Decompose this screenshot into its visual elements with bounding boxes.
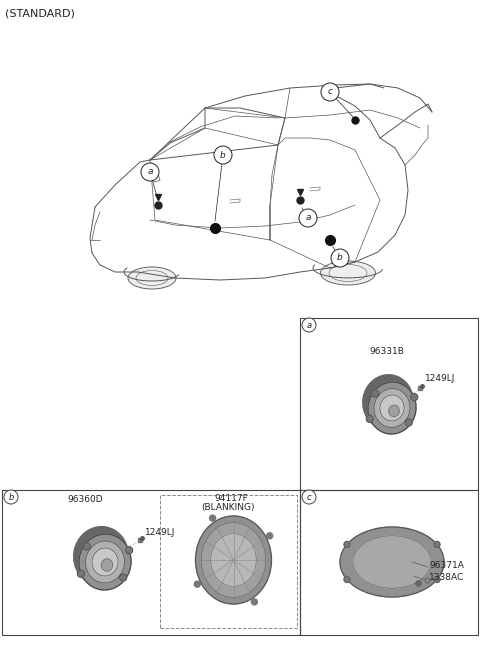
- Ellipse shape: [79, 534, 131, 590]
- Text: a: a: [305, 214, 311, 223]
- Ellipse shape: [73, 527, 128, 585]
- Circle shape: [120, 574, 127, 581]
- Ellipse shape: [128, 267, 176, 289]
- Text: 96331B: 96331B: [370, 347, 405, 356]
- Text: 1249LJ: 1249LJ: [145, 528, 175, 537]
- Ellipse shape: [380, 395, 404, 421]
- Ellipse shape: [85, 541, 124, 583]
- Circle shape: [302, 490, 316, 504]
- Text: 1249LJ: 1249LJ: [425, 374, 456, 383]
- Ellipse shape: [389, 405, 399, 417]
- Circle shape: [344, 576, 350, 583]
- Circle shape: [126, 547, 132, 554]
- Circle shape: [344, 541, 350, 547]
- Ellipse shape: [321, 261, 375, 285]
- Text: a: a: [306, 321, 312, 330]
- Text: b: b: [220, 150, 226, 160]
- Circle shape: [299, 209, 317, 227]
- Circle shape: [302, 318, 316, 332]
- Ellipse shape: [211, 533, 256, 587]
- Text: a: a: [147, 168, 153, 177]
- Circle shape: [210, 515, 216, 521]
- Circle shape: [84, 543, 90, 550]
- Text: 96371A: 96371A: [429, 560, 464, 570]
- Circle shape: [214, 146, 232, 164]
- Circle shape: [4, 490, 18, 504]
- Ellipse shape: [374, 388, 410, 428]
- Bar: [300, 490, 478, 635]
- Circle shape: [267, 533, 273, 539]
- Ellipse shape: [201, 522, 266, 597]
- Text: c: c: [307, 493, 312, 501]
- Ellipse shape: [353, 535, 431, 588]
- Circle shape: [405, 419, 412, 426]
- Ellipse shape: [92, 548, 118, 576]
- Text: 94117F: 94117F: [215, 494, 248, 503]
- Ellipse shape: [340, 527, 444, 597]
- Circle shape: [434, 541, 440, 547]
- Circle shape: [434, 576, 440, 583]
- Text: b: b: [8, 493, 14, 501]
- Circle shape: [77, 570, 84, 578]
- Bar: [300, 318, 478, 490]
- Text: c: c: [327, 87, 333, 97]
- Ellipse shape: [101, 559, 113, 571]
- Text: b: b: [337, 254, 343, 263]
- Circle shape: [321, 83, 339, 101]
- Text: (STANDARD): (STANDARD): [5, 8, 75, 18]
- Ellipse shape: [195, 516, 272, 604]
- Circle shape: [411, 394, 418, 401]
- Text: 96360D: 96360D: [67, 495, 103, 504]
- Bar: [2, 490, 300, 635]
- Text: 1338AC: 1338AC: [429, 574, 464, 583]
- Circle shape: [141, 163, 159, 181]
- Circle shape: [366, 415, 373, 422]
- Circle shape: [194, 581, 200, 587]
- Circle shape: [252, 599, 257, 605]
- Ellipse shape: [368, 382, 416, 434]
- Circle shape: [372, 390, 379, 397]
- Text: (BLANKING): (BLANKING): [202, 503, 255, 512]
- Bar: [160, 495, 297, 628]
- Ellipse shape: [363, 374, 413, 429]
- Circle shape: [331, 249, 349, 267]
